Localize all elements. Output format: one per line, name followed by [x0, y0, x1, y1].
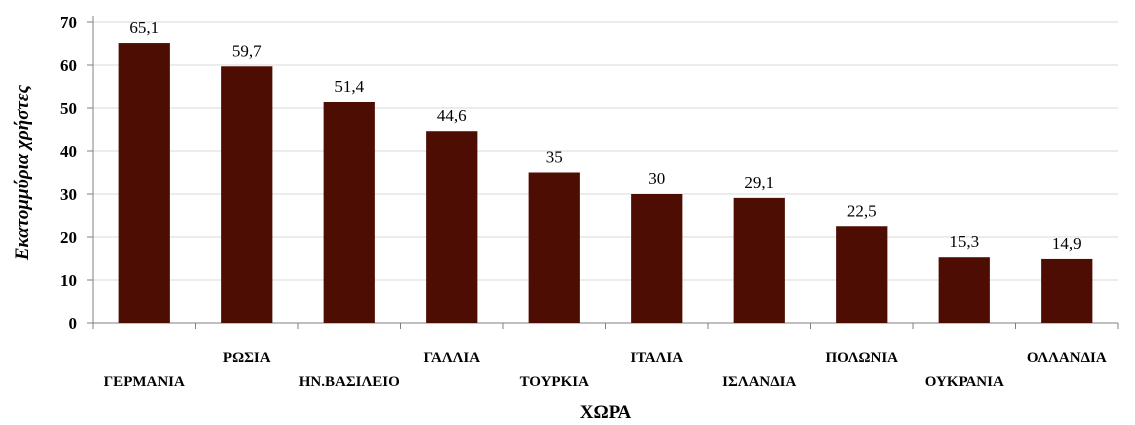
bars [118, 43, 1093, 323]
y-tick-label: 10 [60, 271, 77, 290]
bar [528, 172, 580, 323]
category-label: ΠΟΛΩΝΙΑ [825, 350, 898, 366]
category-label: ΓΕΡΜΑΝΙΑ [104, 374, 185, 390]
data-label: 35 [546, 148, 563, 167]
data-label: 29,1 [744, 173, 774, 192]
category-label: ΤΟΥΡΚΙΑ [520, 374, 590, 390]
y-tick-label: 30 [60, 185, 77, 204]
bar [631, 194, 683, 323]
data-label: 14,9 [1052, 234, 1082, 253]
data-label: 65,1 [129, 18, 159, 37]
y-axis-title: Εκατομμύρια χρήστες [12, 84, 33, 261]
data-label: 22,5 [847, 201, 877, 220]
data-label: 44,6 [437, 106, 467, 125]
bar [836, 226, 888, 323]
bar [938, 257, 990, 323]
bar [221, 66, 273, 323]
bar [1041, 258, 1093, 323]
y-tick-label: 20 [60, 228, 77, 247]
bar [733, 197, 785, 323]
y-tick-label: 70 [60, 13, 77, 32]
y-tick-labels: 0 10 20 30 40 50 60 70 [60, 13, 77, 333]
category-label: ΙΣΛΑΝΔΙΑ [722, 374, 796, 390]
y-tick-label: 40 [60, 142, 77, 161]
x-category-labels: ΓΕΡΜΑΝΙΑ ΡΩΣΙΑ ΗΝ.ΒΑΣΙΛΕΙΟ ΓΑΛΛΙΑ ΤΟΥΡΚΙΑ ΙΤΑ… [104, 350, 1107, 390]
y-tick-label: 0 [69, 314, 78, 333]
category-label: ΗΝ.ΒΑΣΙΛΕΙΟ [299, 374, 400, 390]
data-label: 51,4 [334, 77, 364, 96]
category-label: ΟΥΚΡΑΝΙΑ [925, 374, 1004, 390]
category-label: ΓΑΛΛΙΑ [423, 350, 480, 366]
bar [323, 101, 375, 323]
bar [426, 131, 478, 323]
category-label: ΙΤΑΛΙΑ [630, 350, 683, 366]
category-label: ΟΛΛΑΝΔΙΑ [1027, 350, 1107, 366]
category-label: ΡΩΣΙΑ [223, 350, 271, 366]
bar [118, 43, 170, 323]
data-label: 30 [648, 169, 665, 188]
y-tick-label: 50 [60, 99, 77, 118]
x-axis-title: ΧΩΡΑ [580, 402, 632, 423]
y-tick-label: 60 [60, 56, 77, 75]
data-label: 59,7 [232, 41, 262, 60]
data-label: 15,3 [949, 232, 979, 251]
data-labels: 65,1 59,7 51,4 44,6 35 30 29,1 22,5 15,3 14,9 [129, 18, 1081, 253]
